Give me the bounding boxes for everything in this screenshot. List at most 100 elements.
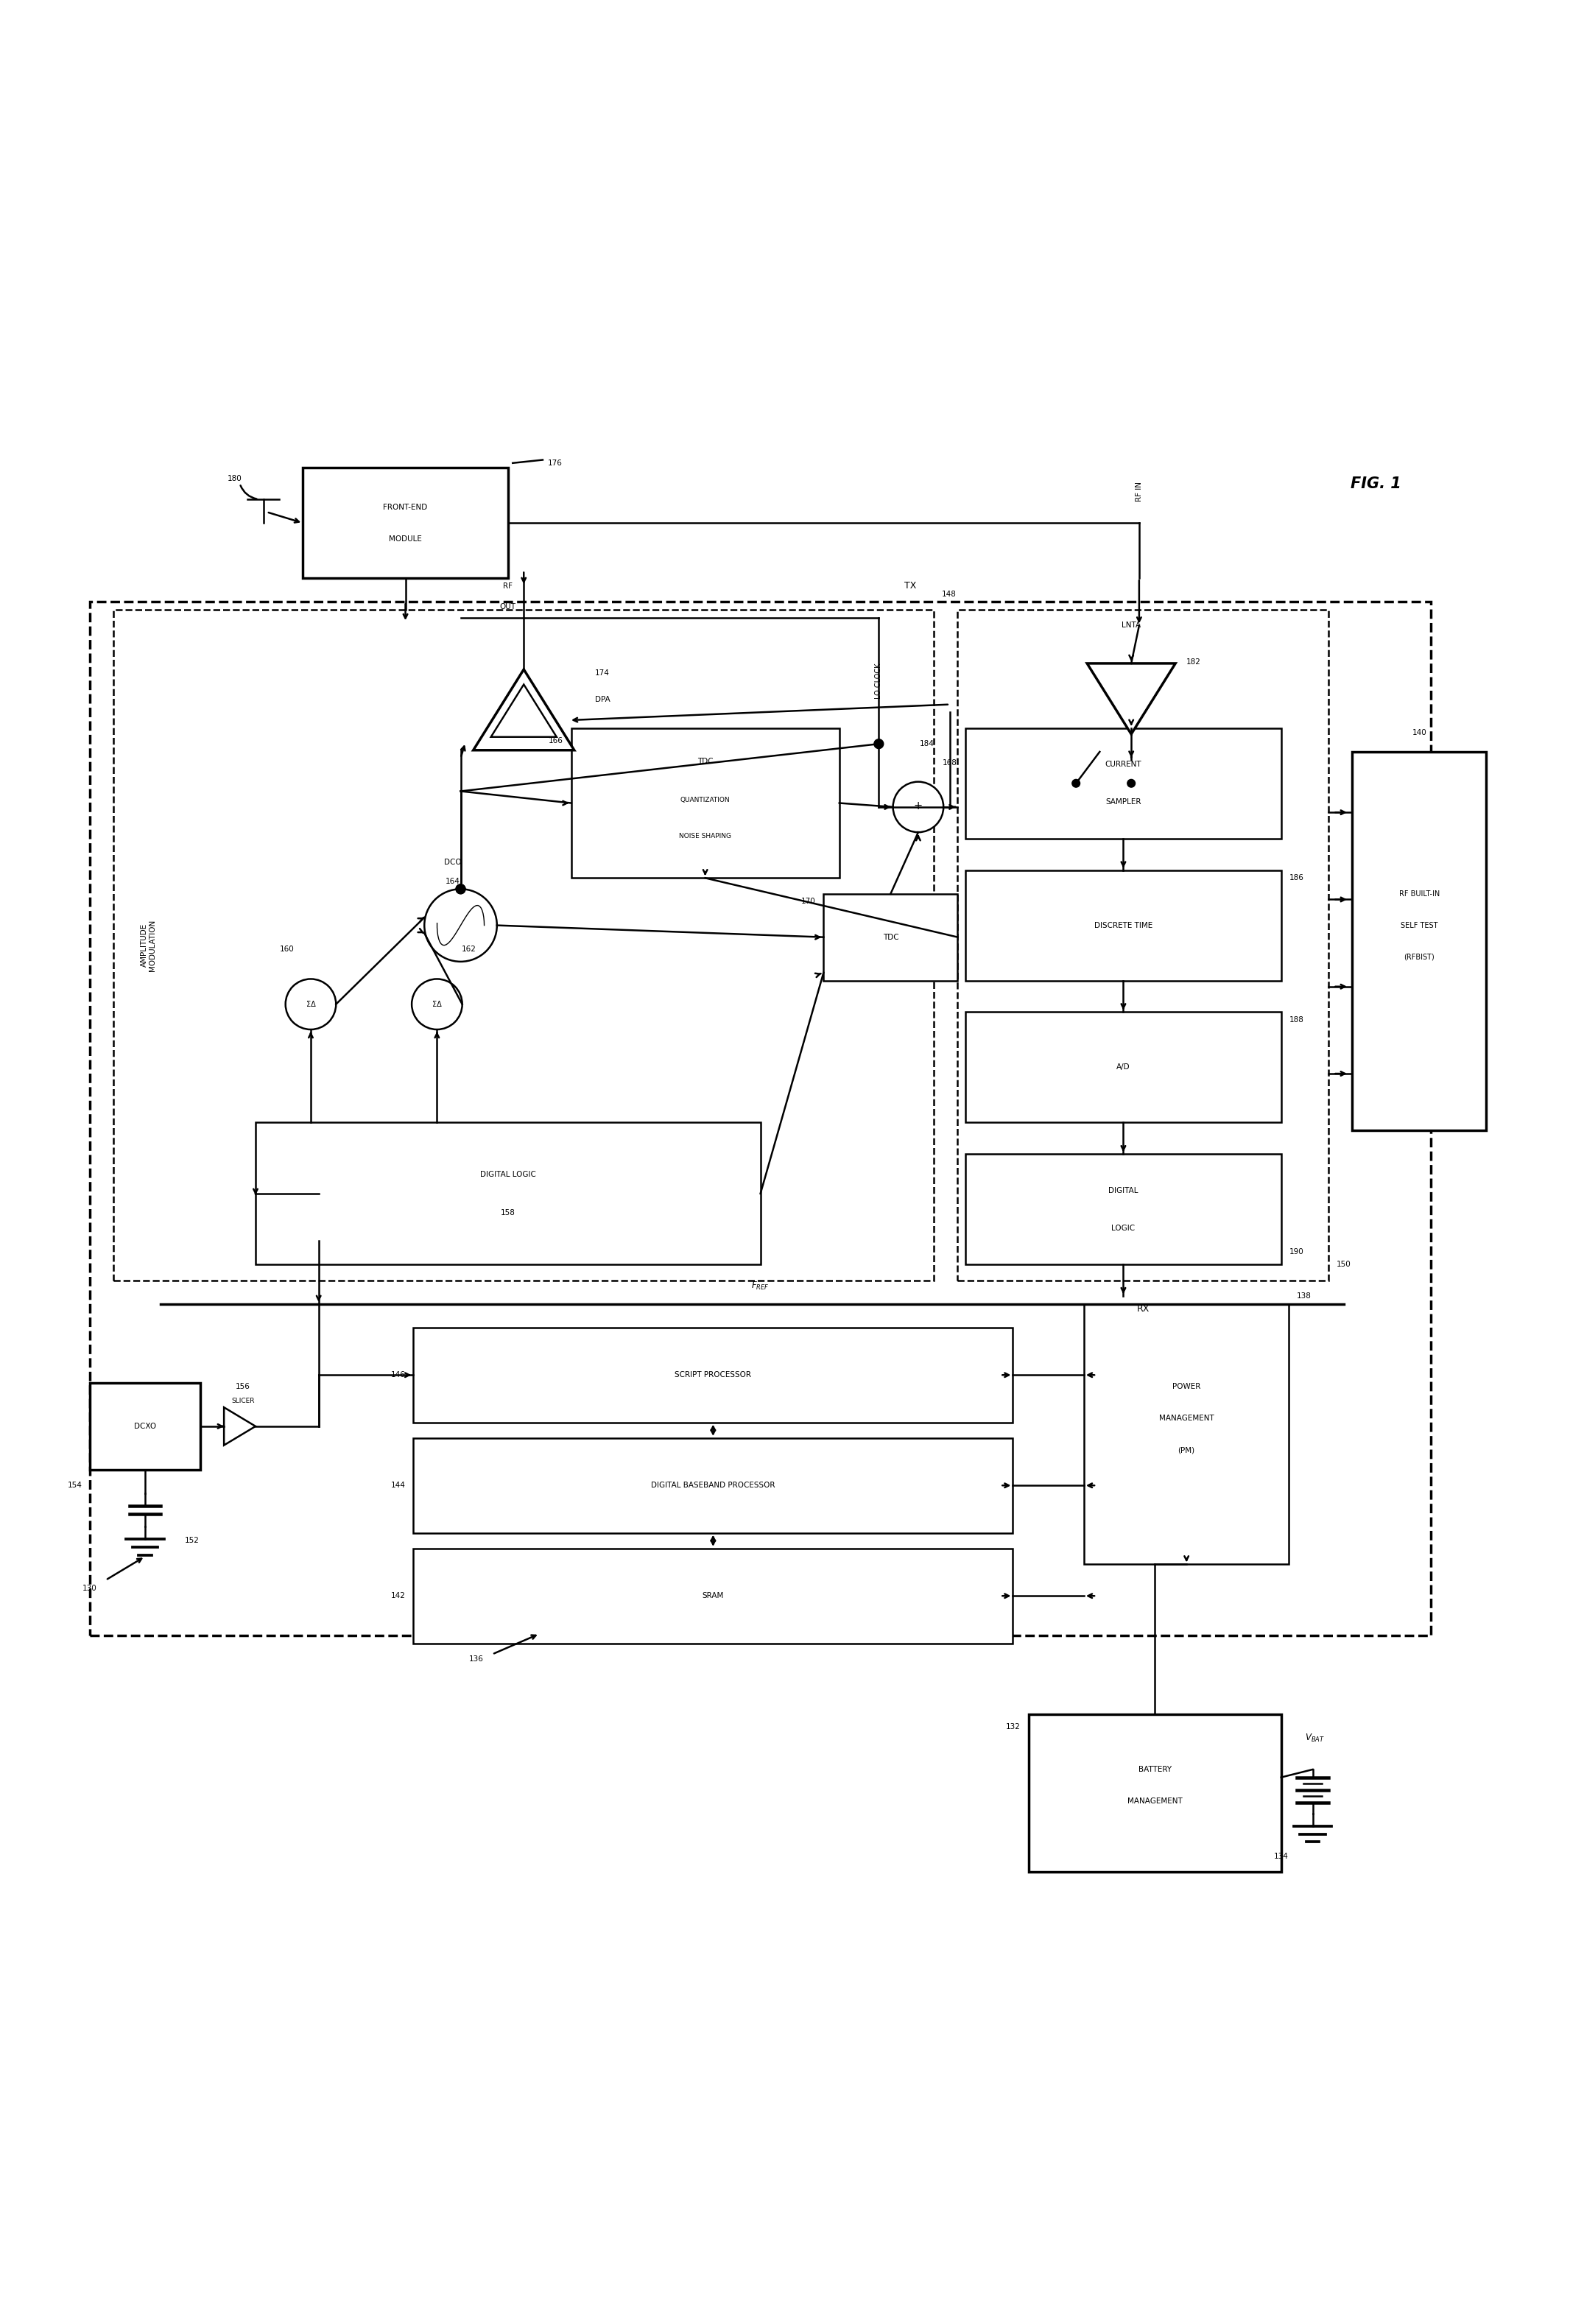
Text: RF BUILT-IN: RF BUILT-IN: [1399, 890, 1440, 897]
Bar: [413, 1327, 1012, 1422]
Text: 140: 140: [1411, 730, 1427, 737]
Text: $V_{BAT}$: $V_{BAT}$: [1305, 1731, 1324, 1743]
Bar: [958, 609, 1329, 1281]
Text: TDC: TDC: [697, 758, 713, 765]
Text: SRAM: SRAM: [702, 1592, 724, 1599]
Text: FIG. 1: FIG. 1: [1351, 476, 1402, 490]
Text: DPA: DPA: [594, 695, 610, 704]
Text: 188: 188: [1289, 1016, 1304, 1023]
Text: MANAGEMENT: MANAGEMENT: [1128, 1796, 1182, 1806]
Circle shape: [412, 978, 463, 1030]
Text: A/D: A/D: [1117, 1064, 1131, 1071]
Bar: [572, 727, 840, 878]
Text: LOGIC: LOGIC: [1112, 1225, 1136, 1232]
Bar: [966, 1155, 1281, 1264]
Circle shape: [874, 739, 884, 748]
Text: DIGITAL: DIGITAL: [1109, 1188, 1139, 1195]
Text: 156: 156: [236, 1383, 250, 1390]
Text: DCXO: DCXO: [135, 1422, 157, 1429]
Text: 138: 138: [1297, 1292, 1312, 1299]
Text: QUANTIZATION: QUANTIZATION: [680, 797, 730, 804]
Text: SCRIPT PROCESSOR: SCRIPT PROCESSOR: [675, 1371, 751, 1378]
Text: 134: 134: [1274, 1852, 1288, 1859]
Text: DISCRETE TIME: DISCRETE TIME: [1095, 923, 1153, 930]
Bar: [966, 869, 1281, 981]
Text: ΣΔ: ΣΔ: [306, 1002, 315, 1009]
Circle shape: [893, 781, 944, 832]
Text: RX: RX: [1137, 1304, 1150, 1313]
Text: 144: 144: [391, 1483, 406, 1490]
Bar: [966, 1013, 1281, 1122]
Text: DIGITAL LOGIC: DIGITAL LOGIC: [480, 1171, 535, 1178]
Text: MODULE: MODULE: [390, 535, 421, 541]
Text: 146: 146: [391, 1371, 406, 1378]
Text: $F_{REF}$: $F_{REF}$: [751, 1281, 770, 1292]
Text: 190: 190: [1289, 1248, 1304, 1255]
Text: 162: 162: [461, 946, 475, 953]
Bar: [114, 609, 935, 1281]
Bar: [90, 1383, 200, 1469]
Text: BATTERY: BATTERY: [1139, 1766, 1172, 1773]
Text: CURRENT: CURRENT: [1106, 760, 1142, 767]
Bar: [1353, 751, 1486, 1129]
Text: 136: 136: [469, 1655, 483, 1662]
Bar: [824, 895, 958, 981]
Text: 184: 184: [919, 741, 935, 748]
Text: MANAGEMENT: MANAGEMENT: [1159, 1415, 1213, 1422]
Polygon shape: [223, 1408, 255, 1446]
Text: DIGITAL BASEBAND PROCESSOR: DIGITAL BASEBAND PROCESSOR: [651, 1483, 775, 1490]
Text: 142: 142: [391, 1592, 406, 1599]
Text: 170: 170: [802, 897, 816, 906]
Bar: [255, 1122, 760, 1264]
Text: OUT: OUT: [501, 602, 516, 611]
Text: SLICER: SLICER: [231, 1397, 255, 1404]
Text: 148: 148: [942, 590, 957, 597]
Text: 176: 176: [548, 460, 562, 467]
Text: 160: 160: [280, 946, 295, 953]
Circle shape: [425, 890, 497, 962]
Bar: [90, 602, 1430, 1636]
Text: 186: 186: [1289, 874, 1304, 881]
Circle shape: [456, 885, 466, 895]
Text: (RFBIST): (RFBIST): [1403, 953, 1435, 960]
Text: TX: TX: [904, 581, 917, 590]
Text: RF: RF: [504, 583, 513, 590]
Text: NOISE SHAPING: NOISE SHAPING: [680, 832, 732, 839]
Text: TDC: TDC: [882, 934, 898, 941]
Text: SAMPLER: SAMPLER: [1106, 799, 1140, 806]
Polygon shape: [1087, 662, 1175, 734]
Text: AMPLITUDE
MODULATION: AMPLITUDE MODULATION: [141, 920, 157, 971]
Text: FRONT-END: FRONT-END: [383, 504, 428, 511]
Bar: [303, 467, 508, 579]
Text: 168: 168: [942, 760, 957, 767]
Text: RF IN: RF IN: [1136, 481, 1142, 502]
Circle shape: [1072, 779, 1080, 788]
Bar: [413, 1439, 1012, 1534]
Text: 154: 154: [68, 1483, 82, 1490]
Circle shape: [285, 978, 336, 1030]
Text: 180: 180: [228, 474, 242, 483]
Text: POWER: POWER: [1172, 1383, 1201, 1390]
Text: 174: 174: [594, 669, 610, 676]
Text: 132: 132: [1006, 1722, 1020, 1731]
Circle shape: [1128, 779, 1136, 788]
Bar: [966, 727, 1281, 839]
Text: (PM): (PM): [1178, 1446, 1194, 1452]
Text: 164: 164: [445, 878, 459, 885]
Text: 158: 158: [501, 1208, 515, 1215]
Text: 182: 182: [1186, 658, 1201, 665]
Circle shape: [456, 885, 466, 895]
Text: 166: 166: [548, 737, 564, 744]
Text: LO CLOCK: LO CLOCK: [874, 662, 882, 700]
Bar: [1028, 1715, 1281, 1873]
Bar: [1083, 1304, 1289, 1564]
Bar: [413, 1548, 1012, 1643]
Text: ΣΔ: ΣΔ: [432, 1002, 442, 1009]
Text: SELF TEST: SELF TEST: [1400, 923, 1438, 930]
Polygon shape: [474, 669, 575, 751]
Text: +: +: [914, 802, 923, 811]
Text: 150: 150: [1337, 1262, 1351, 1269]
Text: LNTA: LNTA: [1121, 623, 1140, 630]
Text: DCO: DCO: [444, 858, 461, 867]
Text: 152: 152: [184, 1536, 200, 1545]
